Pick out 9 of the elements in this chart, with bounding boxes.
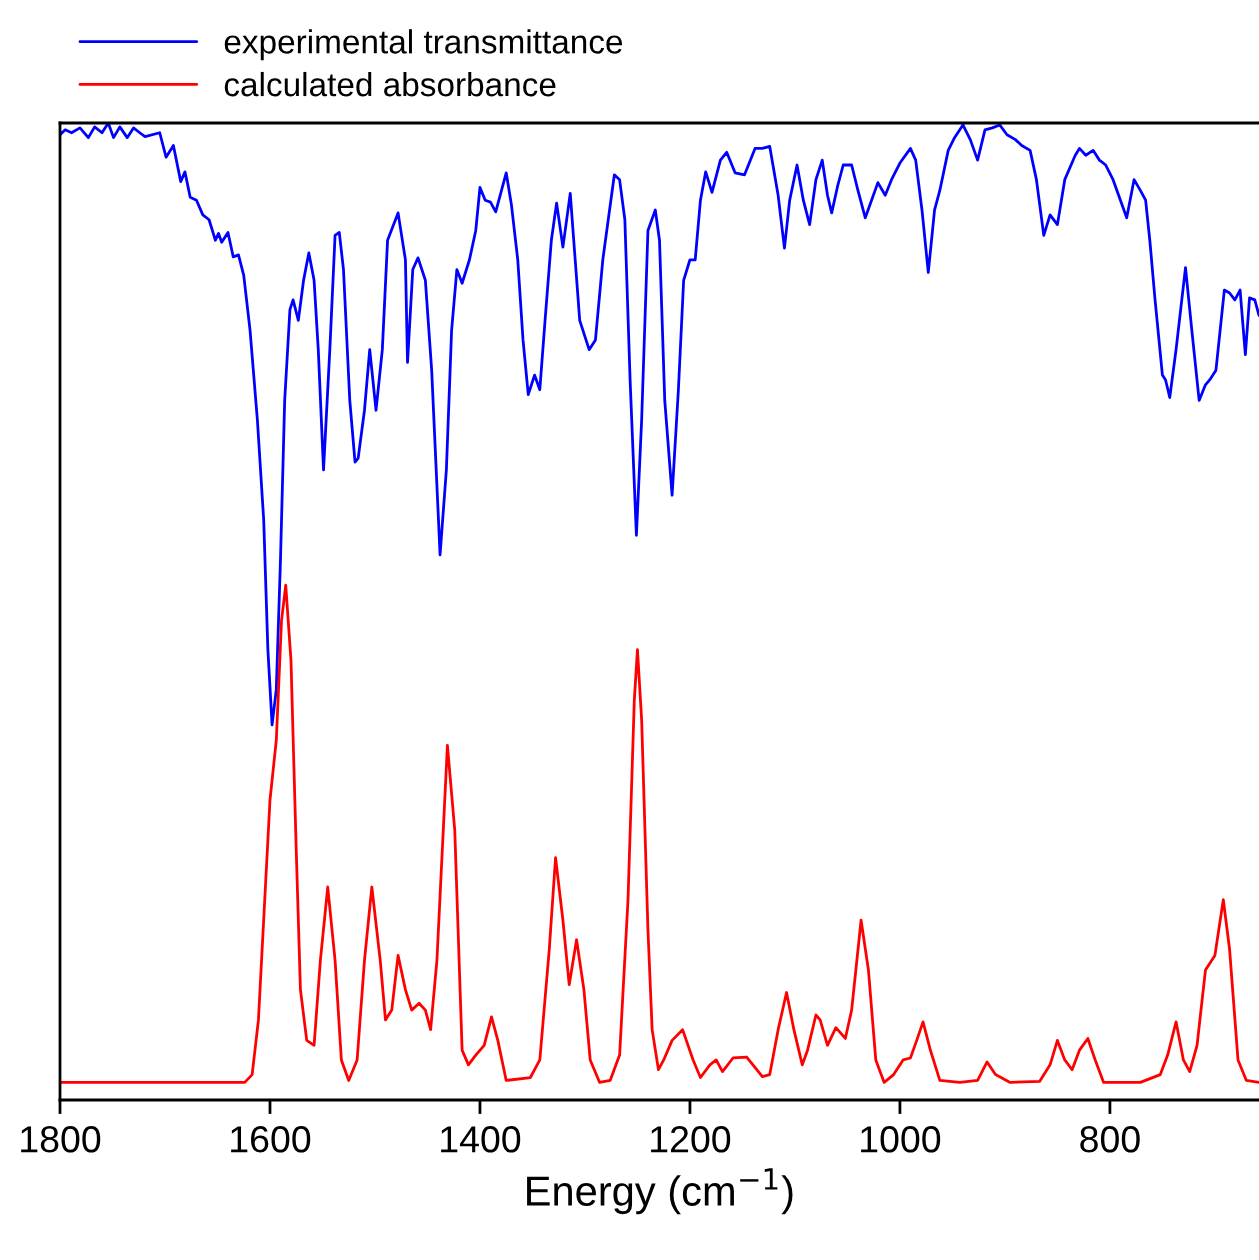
legend-label: experimental transmittance — [224, 29, 623, 61]
x-tick-label: 1600 — [231, 1125, 311, 1153]
x-tick-label: 1400 — [441, 1125, 521, 1153]
legend-label: calculated absorbance — [224, 71, 556, 97]
x-tick-label: 800 — [1080, 1125, 1140, 1153]
x-axis-title: Energy (cm$^{−1}$) — [527, 1168, 793, 1215]
x-tick-label: 1200 — [651, 1125, 731, 1153]
x-tick-label: 1000 — [861, 1125, 941, 1153]
x-tick-label: 1800 — [21, 1125, 101, 1153]
